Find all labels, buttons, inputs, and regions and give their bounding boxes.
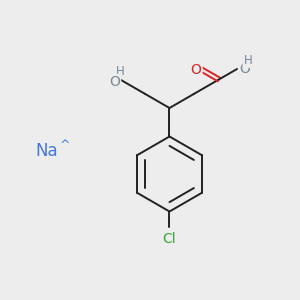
- Text: Na: Na: [35, 142, 58, 160]
- Text: O: O: [109, 75, 120, 89]
- Text: O: O: [239, 62, 250, 76]
- Text: H: H: [244, 54, 252, 67]
- Text: H: H: [116, 65, 124, 78]
- Text: ^: ^: [59, 139, 70, 152]
- Text: O: O: [191, 62, 202, 76]
- Text: Cl: Cl: [163, 232, 176, 246]
